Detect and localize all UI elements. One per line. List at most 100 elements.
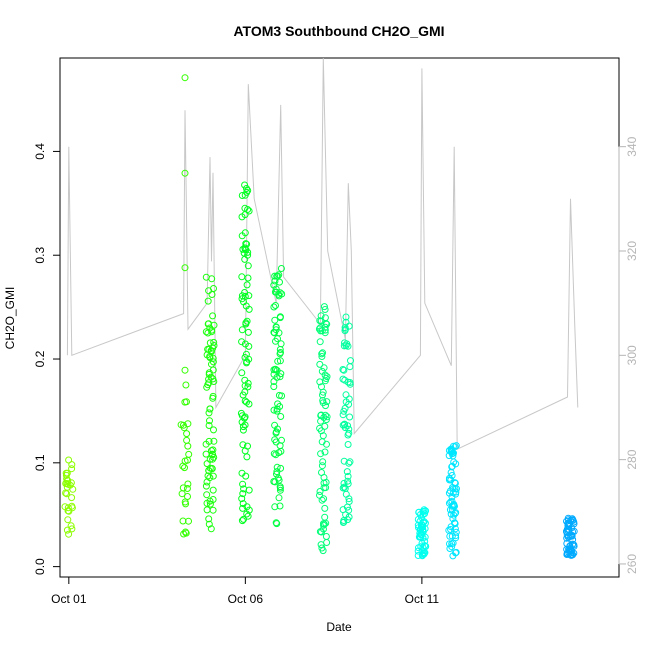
data-point <box>271 478 279 486</box>
data-point <box>271 316 279 324</box>
data-point <box>179 517 187 525</box>
data-point <box>181 464 188 472</box>
data-point <box>238 369 246 377</box>
data-point <box>68 494 76 502</box>
data-point <box>563 545 571 553</box>
data-point <box>445 447 453 454</box>
data-point <box>445 489 453 497</box>
data-point <box>341 420 348 428</box>
data-point <box>245 355 253 363</box>
data-point <box>208 450 216 458</box>
data-point <box>64 504 72 512</box>
data-point <box>272 451 280 459</box>
data-point <box>68 525 76 533</box>
data-point <box>275 329 283 337</box>
data-point <box>64 516 72 524</box>
data-point <box>451 443 459 451</box>
data-point <box>340 517 348 524</box>
data-point <box>342 391 350 399</box>
data-point <box>320 484 328 492</box>
data-point <box>276 357 284 365</box>
data-point <box>346 380 354 388</box>
data-point <box>448 543 456 551</box>
y-tick-label-left: 0.2 <box>33 350 47 367</box>
data-point <box>182 381 190 389</box>
data-point <box>203 491 211 499</box>
data-point <box>273 470 280 478</box>
data-point <box>206 405 214 413</box>
data-point <box>204 345 212 353</box>
data-point <box>318 438 326 446</box>
data-point <box>323 539 331 546</box>
data-point <box>243 185 250 192</box>
data-point <box>240 485 248 493</box>
data-point <box>243 317 251 325</box>
data-point <box>450 502 458 509</box>
data-point <box>183 485 191 492</box>
data-point <box>67 522 75 530</box>
data-point <box>179 484 187 492</box>
data-point <box>275 494 283 502</box>
data-point <box>271 365 279 373</box>
data-point <box>245 342 253 350</box>
data-point <box>239 504 247 512</box>
data-point <box>564 519 572 527</box>
data-point <box>240 414 248 422</box>
data-point <box>320 414 328 421</box>
data-point <box>321 448 329 456</box>
data-point <box>244 206 252 213</box>
data-point <box>344 472 352 480</box>
secondary-series-line <box>66 57 579 450</box>
plot-frame <box>59 57 620 578</box>
data-point <box>274 357 282 365</box>
data-point <box>271 503 279 511</box>
data-point <box>63 469 71 477</box>
data-point <box>273 367 281 374</box>
y-tick-label-right: 300 <box>625 345 639 365</box>
data-point <box>180 424 188 432</box>
data-point <box>317 427 325 435</box>
data-point <box>182 500 190 508</box>
data-point <box>317 312 325 320</box>
points-layer <box>61 74 578 560</box>
data-point <box>345 495 353 503</box>
data-point <box>181 74 189 82</box>
data-point <box>238 517 246 525</box>
data-point <box>345 459 353 467</box>
data-point <box>568 551 576 559</box>
data-point <box>422 542 430 550</box>
data-point <box>274 400 282 408</box>
data-point <box>239 423 247 431</box>
data-point <box>563 534 571 542</box>
data-point <box>320 474 328 481</box>
data-point <box>319 388 327 396</box>
y-tick-label-left: 0.3 <box>33 247 47 264</box>
data-point <box>207 525 215 533</box>
data-point <box>65 456 73 464</box>
data-point <box>321 329 329 337</box>
data-point <box>414 521 422 529</box>
data-point <box>339 366 347 373</box>
data-point <box>276 289 284 297</box>
data-point <box>339 506 347 514</box>
data-point <box>276 278 283 286</box>
data-point <box>243 453 251 461</box>
data-point <box>277 464 285 472</box>
data-point <box>448 532 456 540</box>
data-point <box>416 529 424 537</box>
data-point <box>270 383 278 391</box>
data-point <box>272 429 280 437</box>
data-point <box>316 488 324 495</box>
data-point <box>316 338 324 346</box>
data-point <box>323 398 331 406</box>
data-point <box>208 291 216 298</box>
data-point <box>417 543 425 551</box>
data-point <box>181 366 189 374</box>
axes-layer: Oct 01 Oct 06 Oct 11 0.0 0.1 0.2 0.3 0.4 260 280 3… <box>33 136 639 606</box>
data-point <box>238 495 246 503</box>
data-point <box>275 292 283 300</box>
data-point <box>182 528 189 536</box>
data-point <box>203 478 211 486</box>
data-point <box>272 519 280 527</box>
